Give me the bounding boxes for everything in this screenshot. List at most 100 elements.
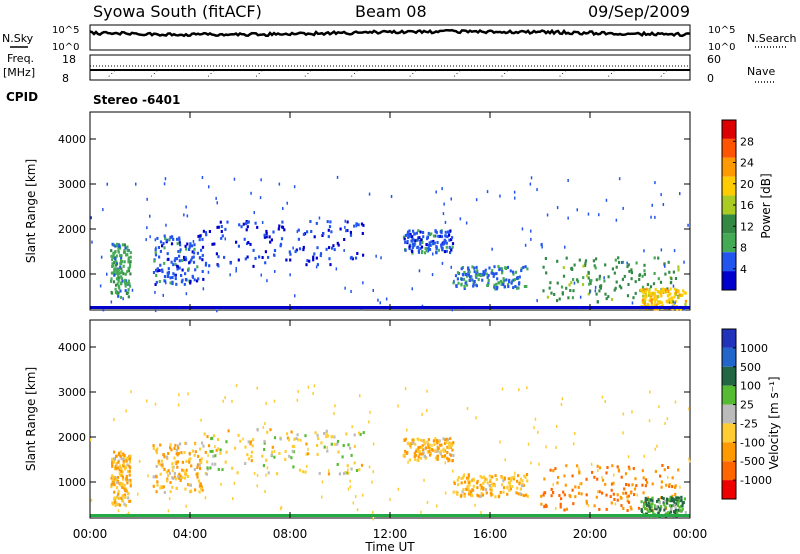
noise-pixel xyxy=(538,462,540,466)
echo-pixel xyxy=(414,442,417,446)
echo-pixel xyxy=(436,454,439,458)
echo-pixel xyxy=(250,450,253,454)
echo-pixel xyxy=(331,246,334,250)
echo-pixel xyxy=(655,297,658,301)
echo-pixel xyxy=(127,496,130,500)
sky-right-label: N.Search xyxy=(747,32,797,45)
noise-pixel xyxy=(529,182,532,186)
noise-pixel xyxy=(534,417,537,421)
echo-pixel xyxy=(110,485,113,489)
sky-panel: N.Sky N.Search 10^5 10^0 10^5 10^0 xyxy=(2,24,797,53)
echo-pixel xyxy=(193,247,196,251)
echo-pixel xyxy=(570,281,573,285)
noise-pixel xyxy=(360,307,362,311)
echo-pixel xyxy=(155,490,158,494)
echo-pixel xyxy=(170,242,174,246)
echo-pixel xyxy=(171,276,174,279)
echo-pixel xyxy=(519,492,522,496)
echo-pixel xyxy=(187,267,190,271)
noise-pixel xyxy=(116,502,118,506)
echo-pixel xyxy=(176,465,179,469)
echo-pixel xyxy=(342,472,346,476)
echo-pixel xyxy=(165,455,169,459)
echo-pixel xyxy=(419,247,422,251)
echo-pixel xyxy=(450,453,453,457)
echo-pixel xyxy=(265,235,268,239)
noise-pixel xyxy=(536,299,538,303)
echo-pixel xyxy=(661,464,664,467)
beam-title: Beam 08 xyxy=(355,2,427,21)
echo-pixel xyxy=(433,443,436,446)
echo-pixel xyxy=(664,272,667,276)
echo-pixel xyxy=(402,235,406,239)
echo-pixel xyxy=(644,298,647,302)
echo-pixel xyxy=(129,272,132,276)
echo-pixel xyxy=(673,500,676,503)
echo-pixel xyxy=(280,237,284,241)
noise-pixel xyxy=(444,491,447,495)
echo-pixel xyxy=(468,275,472,279)
echo-pixel xyxy=(681,504,684,508)
noise-pixel xyxy=(286,201,288,205)
echo-pixel xyxy=(117,249,120,253)
echo-pixel xyxy=(443,441,447,445)
echo-pixel xyxy=(506,492,509,496)
echo-pixel xyxy=(327,228,330,232)
echo-pixel xyxy=(589,279,592,283)
echo-pixel xyxy=(165,240,168,244)
echo-pixel xyxy=(641,274,644,278)
echo-pixel xyxy=(508,278,511,282)
noise-pixel xyxy=(605,198,608,202)
echo-pixel xyxy=(460,267,463,271)
echo-pixel xyxy=(682,501,685,505)
echo-pixel xyxy=(663,468,666,472)
echo-pixel xyxy=(659,474,662,478)
echo-pixel xyxy=(405,452,408,455)
echo-pixel xyxy=(217,467,220,471)
noise-pixel xyxy=(122,279,124,283)
echo-pixel xyxy=(669,287,672,291)
noise-pixel xyxy=(443,202,445,206)
noise-pixel xyxy=(279,507,282,511)
echo-pixel xyxy=(642,491,645,495)
echo-pixel xyxy=(465,487,468,491)
noise-pixel xyxy=(643,249,645,253)
echo-pixel xyxy=(155,451,158,455)
echo-pixel xyxy=(648,290,651,294)
echo-pixel xyxy=(543,505,546,509)
echo-pixel xyxy=(467,481,470,484)
noise-pixel xyxy=(138,459,141,463)
echo-pixel xyxy=(113,450,116,454)
echo-pixel xyxy=(185,247,188,251)
echo-pixel xyxy=(202,277,205,281)
echo-pixel xyxy=(110,254,113,258)
echo-pixel xyxy=(273,455,276,459)
echo-pixel xyxy=(114,465,117,469)
noise-pixel xyxy=(178,393,180,397)
echo-pixel xyxy=(454,274,458,278)
echo-pixel xyxy=(227,429,230,433)
echo-pixel xyxy=(673,510,676,514)
echo-pixel xyxy=(596,477,599,481)
echo-pixel xyxy=(430,240,433,244)
echo-pixel xyxy=(645,501,648,505)
echo-pixel xyxy=(329,263,332,267)
echo-pixel xyxy=(646,283,649,286)
echo-pixel xyxy=(572,502,575,506)
echo-pixel xyxy=(577,491,581,495)
echo-pixel xyxy=(414,239,417,243)
echo-pixel xyxy=(237,433,240,437)
colorbar-swatch xyxy=(722,404,736,424)
echo-pixel xyxy=(156,447,159,451)
echo-pixel xyxy=(337,450,340,454)
echo-pixel xyxy=(117,274,120,278)
echo-pixel xyxy=(205,472,208,476)
echo-pixel xyxy=(435,439,438,443)
echo-pixel xyxy=(465,283,469,287)
echo-pixel xyxy=(161,463,164,467)
echo-pixel xyxy=(155,449,158,453)
echo-pixel xyxy=(556,299,559,303)
echo-pixel xyxy=(651,496,654,500)
echo-pixel xyxy=(432,439,435,443)
